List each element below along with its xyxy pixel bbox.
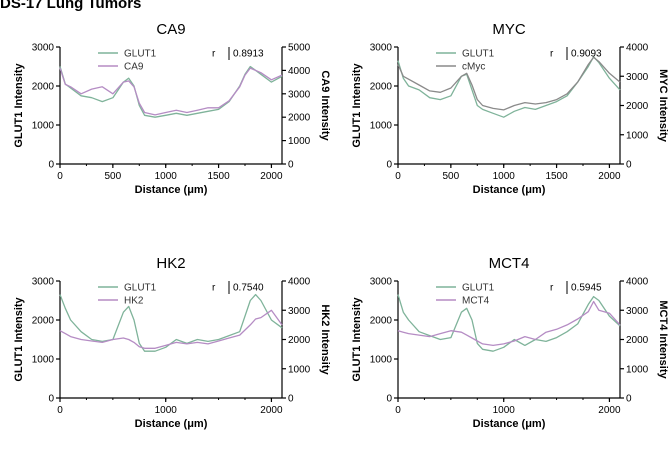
y-tick-label: 2000 [32, 316, 55, 327]
x-tick-label: 1000 [493, 171, 516, 182]
y-tick-label: 1000 [370, 355, 393, 366]
figure-title: DS-17 Lung Tumors [0, 0, 142, 12]
x-tick-label: 1500 [207, 171, 230, 182]
y-axis-label: GLUT1 Intensity [13, 62, 25, 147]
y2-tick-label: 4000 [288, 66, 311, 77]
y2-tick-label: 4000 [626, 277, 649, 288]
legend-label: GLUT1 [462, 49, 495, 60]
y-tick-label: 3000 [370, 277, 393, 288]
y-tick-label: 0 [386, 160, 392, 171]
y-axis-label: GLUT1 Intensity [13, 296, 25, 381]
chart-title: MYC [492, 21, 526, 38]
r-label: r [212, 49, 216, 60]
legend-label: cMyc [462, 62, 485, 73]
x-tick-label: 2000 [598, 405, 621, 416]
x-axis-label: Distance (μm) [473, 184, 546, 196]
chart-panel-hk2: HK2 0 1000 2000 3000 0 1000 2000 3000 4000 0 1000 20… [13, 255, 331, 430]
y-tick-label: 0 [48, 160, 54, 171]
y2-tick-label: 0 [626, 160, 632, 171]
chart-panel-ca9: CA9 0 1000 2000 3000 0 1000 2000 3000 4000 5000 0 50… [13, 21, 331, 196]
x-tick-label: 0 [395, 405, 401, 416]
series-line-mct4 [397, 300, 621, 347]
legend-label: GLUT1 [124, 49, 157, 60]
r-value: 0.8913 [233, 49, 264, 60]
y2-axis-label: MCT4 Intensity [657, 300, 669, 379]
y2-tick-label: 1000 [626, 130, 649, 141]
y-tick-label: 0 [386, 394, 392, 405]
y2-tick-label: 0 [626, 394, 632, 405]
x-tick-label: 1500 [545, 171, 568, 182]
y2-tick-label: 2000 [626, 101, 649, 112]
y-axis-label: GLUT1 Intensity [351, 62, 363, 147]
x-axis-label: Distance (μm) [135, 184, 208, 196]
x-tick-label: 0 [57, 405, 63, 416]
y2-tick-label: 4000 [626, 43, 649, 54]
y2-tick-label: 4000 [288, 277, 311, 288]
x-tick-label: 2000 [260, 171, 283, 182]
y2-axis-label: MYC Intensity [657, 69, 669, 143]
y2-tick-label: 5000 [288, 43, 311, 54]
y2-tick-label: 1000 [626, 364, 649, 375]
y-tick-label: 3000 [32, 43, 55, 54]
r-value: 0.9093 [571, 49, 602, 60]
x-tick-label: 1000 [493, 405, 516, 416]
y-tick-label: 3000 [32, 277, 55, 288]
y-tick-label: 1000 [32, 355, 55, 366]
chart-title: HK2 [156, 255, 185, 272]
y-tick-label: 2000 [370, 316, 393, 327]
x-tick-label: 500 [443, 171, 460, 182]
y-tick-label: 1000 [32, 121, 55, 132]
y2-tick-label: 2000 [288, 113, 311, 124]
x-tick-label: 2000 [260, 405, 283, 416]
y-tick-label: 3000 [370, 43, 393, 54]
y2-tick-label: 3000 [288, 306, 311, 317]
legend-label: CA9 [124, 62, 144, 73]
y2-tick-label: 2000 [288, 335, 311, 346]
series-line-glut1 [397, 56, 621, 118]
r-label: r [550, 283, 554, 294]
legend-label: MCT4 [462, 296, 490, 307]
chart-panel-myc: MYC 0 1000 2000 3000 0 1000 2000 3000 4000 0 500 100… [351, 21, 669, 196]
series-line-ca9 [59, 67, 283, 116]
y2-tick-label: 1000 [288, 136, 311, 147]
y2-tick-label: 1000 [288, 364, 311, 375]
y2-tick-label: 3000 [626, 306, 649, 317]
y-tick-label: 2000 [32, 82, 55, 93]
y2-tick-label: 0 [288, 160, 294, 171]
y-tick-label: 1000 [370, 121, 393, 132]
series-line-glut1 [59, 293, 283, 352]
x-tick-label: 1000 [155, 171, 178, 182]
r-value: 0.5945 [571, 283, 602, 294]
y-axis-label: GLUT1 Intensity [351, 296, 363, 381]
r-label: r [550, 49, 554, 60]
x-tick-label: 1000 [155, 405, 178, 416]
series-line-glut1 [59, 65, 283, 118]
y-tick-label: 2000 [370, 82, 393, 93]
legend-label: HK2 [124, 296, 144, 307]
r-value: 0.7540 [233, 283, 264, 294]
series-line-cmyc [397, 56, 621, 111]
y2-axis-label: CA9 Intensity [319, 70, 331, 141]
y2-axis-label: HK2 Intensity [319, 304, 331, 375]
y2-tick-label: 3000 [626, 72, 649, 83]
chart-title: MCT4 [489, 255, 530, 272]
y2-tick-label: 2000 [626, 335, 649, 346]
x-tick-label: 0 [57, 171, 63, 182]
y2-tick-label: 3000 [288, 89, 311, 100]
x-axis-label: Distance (μm) [135, 418, 208, 430]
y2-tick-label: 0 [288, 394, 294, 405]
x-tick-label: 0 [395, 171, 401, 182]
x-tick-label: 500 [105, 171, 122, 182]
chart-title: CA9 [156, 21, 185, 38]
legend-label: GLUT1 [462, 283, 495, 294]
chart-panel-mct4: MCT4 0 1000 2000 3000 0 1000 2000 3000 4000 0 1000 2… [351, 255, 669, 430]
series-line-hk2 [59, 309, 283, 349]
legend-label: GLUT1 [124, 283, 157, 294]
x-tick-label: 2000 [598, 171, 621, 182]
r-label: r [212, 283, 216, 294]
y-tick-label: 0 [48, 394, 54, 405]
x-axis-label: Distance (μm) [473, 418, 546, 430]
